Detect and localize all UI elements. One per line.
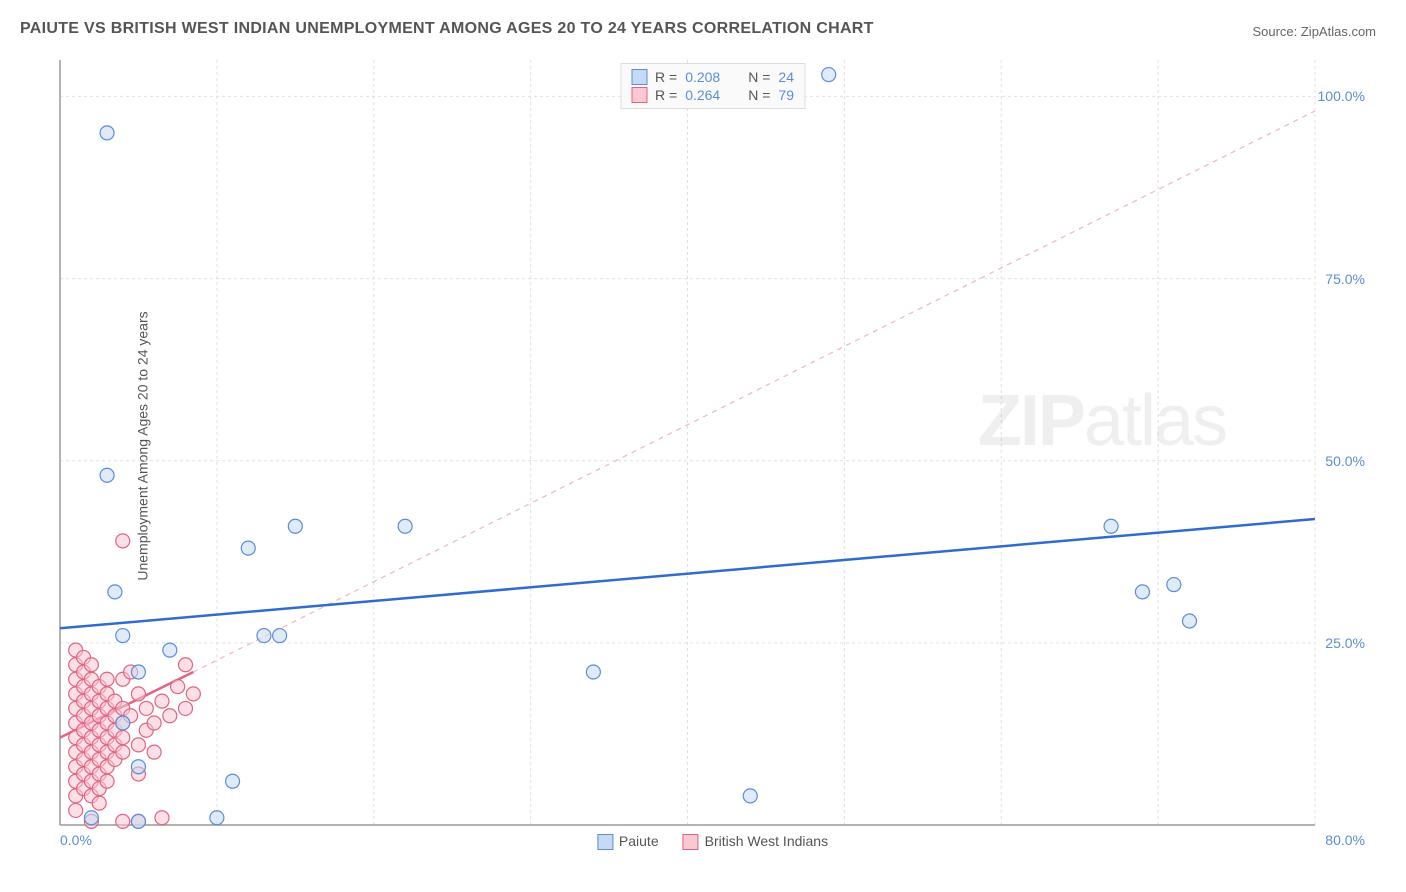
legend-stats: R = 0.208 N = 24 R = 0.264 N = 79 — [620, 63, 805, 109]
y-tick-label: 100.0% — [1318, 88, 1365, 104]
n-label: N = — [748, 69, 770, 85]
n-value-2: 79 — [778, 87, 794, 103]
x-tick-label: 0.0% — [60, 832, 92, 848]
chart-area: R = 0.208 N = 24 R = 0.264 N = 79 Paiute… — [55, 55, 1370, 850]
y-tick-label: 50.0% — [1325, 453, 1365, 469]
legend-item-paiute: Paiute — [597, 833, 659, 850]
n-label: N = — [748, 87, 770, 103]
x-tick-label: 80.0% — [1325, 832, 1365, 848]
r-value-1: 0.208 — [685, 69, 720, 85]
y-tick-label: 25.0% — [1325, 635, 1365, 651]
scatter-plot — [55, 55, 1370, 850]
legend-swatch-bwi — [683, 834, 699, 850]
legend-swatch-paiute — [631, 69, 647, 85]
source-label: Source: ZipAtlas.com — [1252, 24, 1376, 39]
legend-series: Paiute British West Indians — [597, 833, 828, 850]
r-label: R = — [655, 87, 677, 103]
r-label: R = — [655, 69, 677, 85]
r-value-2: 0.264 — [685, 87, 720, 103]
legend-label-paiute: Paiute — [619, 833, 659, 849]
y-tick-label: 75.0% — [1325, 271, 1365, 287]
legend-item-bwi: British West Indians — [683, 833, 828, 850]
legend-stat-row-1: R = 0.208 N = 24 — [631, 68, 794, 86]
legend-stat-row-2: R = 0.264 N = 79 — [631, 86, 794, 104]
legend-label-bwi: British West Indians — [705, 833, 828, 849]
chart-title: PAIUTE VS BRITISH WEST INDIAN UNEMPLOYME… — [20, 20, 874, 38]
n-value-1: 24 — [778, 69, 794, 85]
legend-swatch-paiute — [597, 834, 613, 850]
legend-swatch-bwi — [631, 87, 647, 103]
